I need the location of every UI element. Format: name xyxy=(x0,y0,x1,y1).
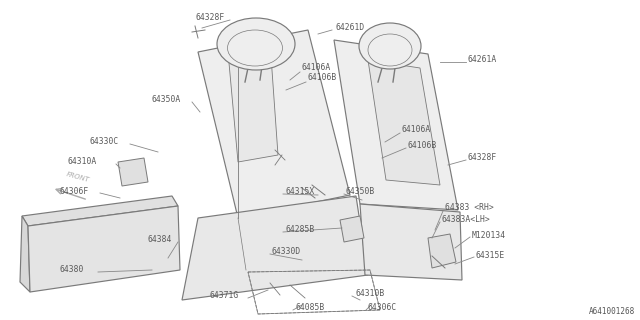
Polygon shape xyxy=(118,158,148,186)
Text: 64350A: 64350A xyxy=(152,95,181,105)
Text: 64306F: 64306F xyxy=(60,188,89,196)
Text: FRONT: FRONT xyxy=(66,171,90,183)
Text: 64328F: 64328F xyxy=(468,154,497,163)
Text: 64380: 64380 xyxy=(60,266,84,275)
Text: 64285B: 64285B xyxy=(285,226,314,235)
Ellipse shape xyxy=(359,23,421,69)
Text: 64106A: 64106A xyxy=(402,125,431,134)
Text: 64085B: 64085B xyxy=(295,303,324,313)
Polygon shape xyxy=(28,206,180,292)
Polygon shape xyxy=(334,40,458,210)
Polygon shape xyxy=(340,216,364,242)
Polygon shape xyxy=(428,234,456,268)
Text: 64383 <RH>: 64383 <RH> xyxy=(445,204,493,212)
Text: 64383A<LH>: 64383A<LH> xyxy=(442,215,491,225)
Text: 64310A: 64310A xyxy=(68,157,97,166)
Polygon shape xyxy=(360,204,462,280)
Text: A641001268: A641001268 xyxy=(589,307,635,316)
Text: 64330C: 64330C xyxy=(90,138,119,147)
Text: 64310B: 64310B xyxy=(355,290,384,299)
Text: 64106A: 64106A xyxy=(302,63,332,73)
Text: 64261A: 64261A xyxy=(468,55,497,65)
Text: 64106B: 64106B xyxy=(308,74,337,83)
Polygon shape xyxy=(198,30,350,218)
Polygon shape xyxy=(368,60,440,185)
Text: M120134: M120134 xyxy=(472,230,506,239)
Polygon shape xyxy=(182,196,368,300)
Text: 64261D: 64261D xyxy=(335,23,364,33)
Text: 64371G: 64371G xyxy=(210,292,239,300)
Ellipse shape xyxy=(217,18,295,70)
Text: 64315X: 64315X xyxy=(285,188,314,196)
Text: 64384: 64384 xyxy=(148,236,172,244)
Polygon shape xyxy=(22,196,178,226)
Text: 64106B: 64106B xyxy=(408,140,437,149)
Text: 64350B: 64350B xyxy=(345,188,374,196)
Polygon shape xyxy=(20,216,30,292)
Text: 64315E: 64315E xyxy=(476,251,505,260)
Text: 64330D: 64330D xyxy=(272,247,301,257)
Text: 64306C: 64306C xyxy=(368,303,397,313)
Text: 64328F: 64328F xyxy=(195,13,224,22)
Polygon shape xyxy=(228,42,278,162)
